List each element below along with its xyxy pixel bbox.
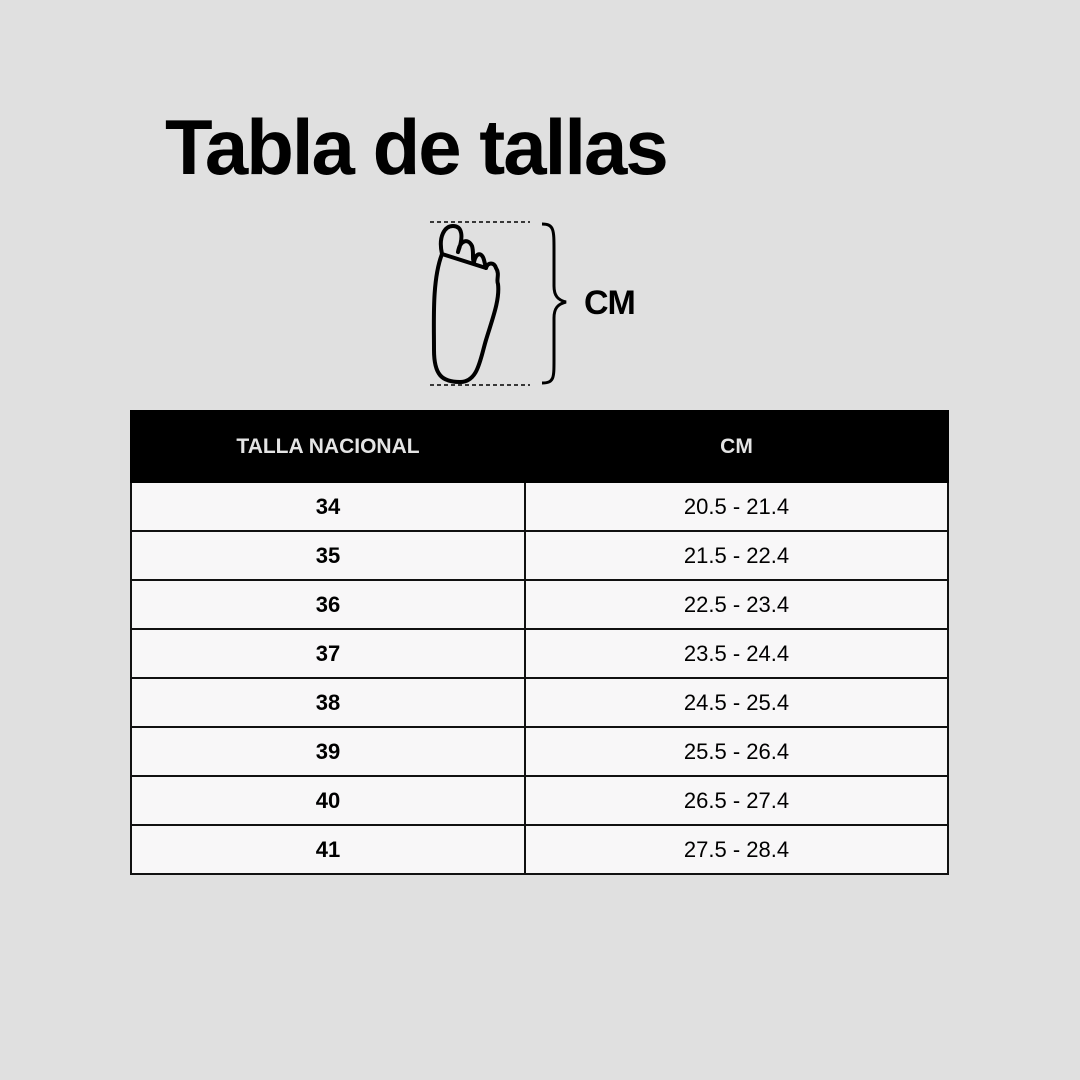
cm-range-cell: 20.5 - 21.4 (524, 481, 949, 532)
foot-outline-icon (430, 221, 567, 386)
table-row: 36 22.5 - 23.4 (130, 579, 949, 630)
size-chart-table: TALLA NACIONAL CM 34 20.5 - 21.4 35 21.5 - … (130, 410, 949, 875)
measurement-unit-label: CM (584, 284, 636, 322)
size-cell: 39 (130, 726, 526, 777)
cm-range-cell: 26.5 - 27.4 (524, 775, 949, 826)
cm-range-cell: 23.5 - 24.4 (524, 628, 949, 679)
table-row: 40 26.5 - 27.4 (130, 775, 949, 826)
table-row: 41 27.5 - 28.4 (130, 824, 949, 875)
table-row: 37 23.5 - 24.4 (130, 628, 949, 679)
size-cell: 34 (130, 481, 526, 532)
cm-range-cell: 27.5 - 28.4 (524, 824, 949, 875)
table-row: 34 20.5 - 21.4 (130, 481, 949, 532)
size-cell: 41 (130, 824, 526, 875)
cm-range-cell: 21.5 - 22.4 (524, 530, 949, 581)
size-cell: 36 (130, 579, 526, 630)
cm-range-cell: 24.5 - 25.4 (524, 677, 949, 728)
cm-range-cell: 25.5 - 26.4 (524, 726, 949, 777)
size-cell: 38 (130, 677, 526, 728)
size-cell: 40 (130, 775, 526, 826)
size-cell: 35 (130, 530, 526, 581)
table-row: 39 25.5 - 26.4 (130, 726, 949, 777)
header-talla-nacional: TALLA NACIONAL (130, 410, 526, 483)
page-title: Tabla de tallas (165, 103, 669, 191)
table-header-row: TALLA NACIONAL CM (130, 410, 949, 483)
table-row: 38 24.5 - 25.4 (130, 677, 949, 728)
cm-range-cell: 22.5 - 23.4 (524, 579, 949, 630)
table-row: 35 21.5 - 22.4 (130, 530, 949, 581)
size-cell: 37 (130, 628, 526, 679)
header-cm: CM (524, 410, 949, 483)
